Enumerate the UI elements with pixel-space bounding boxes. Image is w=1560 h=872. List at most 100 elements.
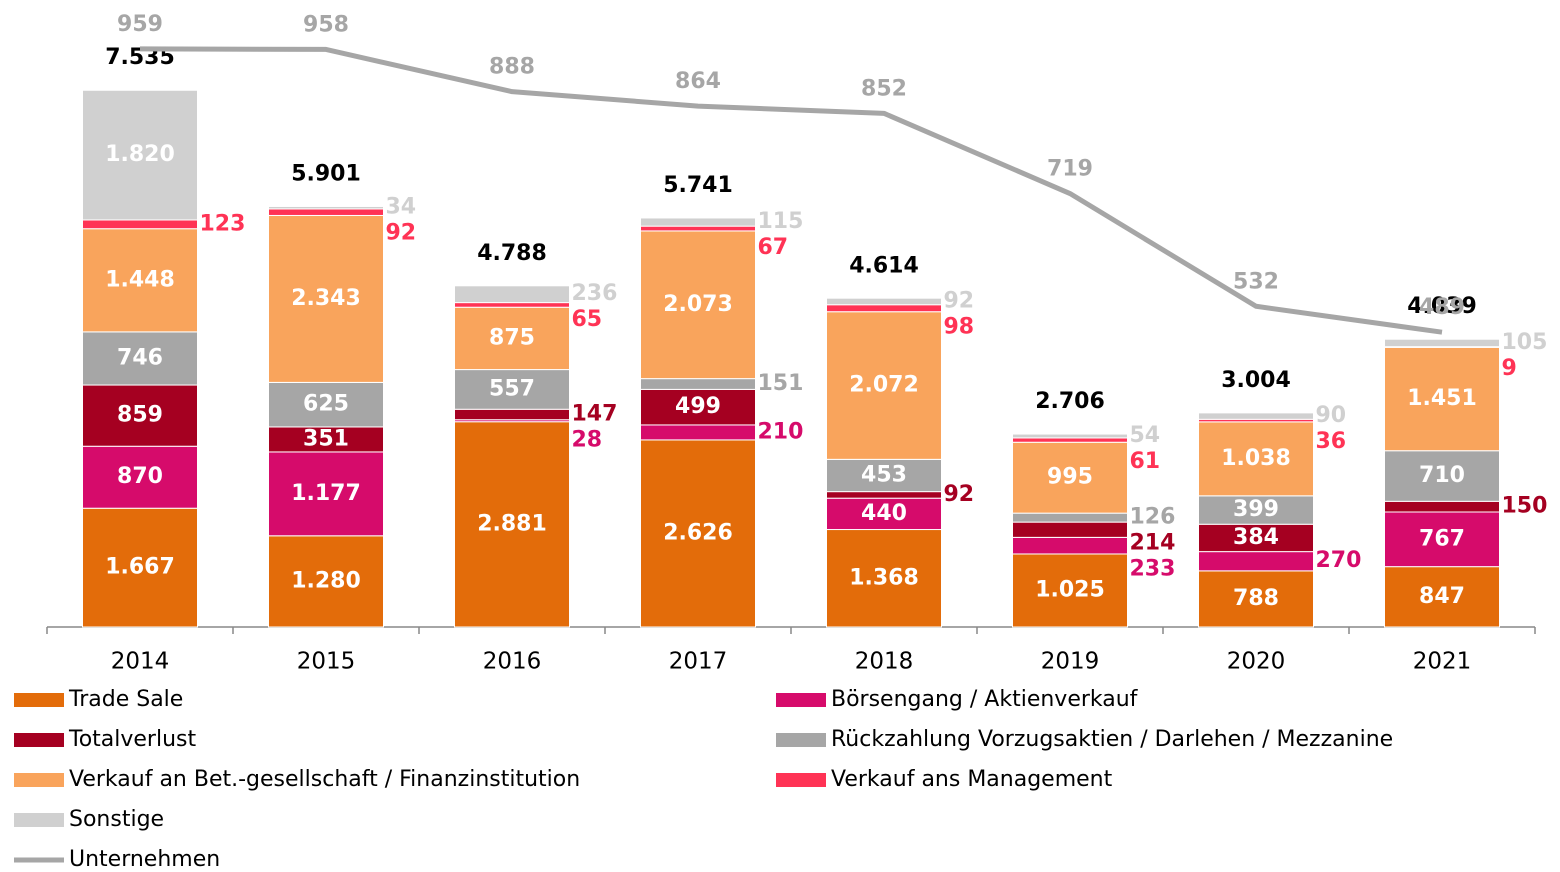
- value-label: 2.881: [477, 511, 547, 536]
- value-label: 1.368: [849, 565, 919, 590]
- bar-segment: [1198, 412, 1314, 420]
- bar-segment: [640, 424, 756, 441]
- value-label: 92: [944, 288, 975, 313]
- x-tick-label: 2014: [111, 649, 170, 675]
- value-label: 499: [675, 394, 721, 419]
- bar-segment: [454, 306, 570, 371]
- line: [139, 46, 1443, 335]
- value-label: 453: [861, 462, 907, 487]
- bar-segment: [826, 297, 942, 306]
- value-label: 126: [1130, 505, 1176, 530]
- legend-swatch: [14, 773, 64, 787]
- value-label: 54: [1130, 423, 1161, 448]
- value-label: 150: [1502, 494, 1548, 519]
- legend-label: Verkauf ans Management: [831, 767, 1113, 792]
- line-label: 719: [1047, 157, 1093, 182]
- value-label: 557: [489, 376, 535, 401]
- value-label: 384: [1233, 525, 1279, 550]
- value-label: 65: [572, 307, 603, 332]
- value-label: 92: [386, 221, 417, 246]
- bar-segment: [1012, 437, 1128, 443]
- bar-segment: [82, 331, 198, 386]
- bar-segment: [826, 491, 942, 499]
- bar-segment: [454, 302, 570, 308]
- bar-segment: [1384, 450, 1500, 502]
- value-label: 1.177: [291, 481, 361, 506]
- x-tick-label: 2015: [297, 649, 356, 675]
- bar-segment: [1012, 441, 1128, 514]
- bar-segment: [1384, 346, 1500, 452]
- value-label: 151: [758, 371, 804, 396]
- total-label: 4.788: [477, 241, 547, 266]
- value-label: 2.072: [849, 373, 919, 398]
- line-label: 958: [303, 12, 349, 37]
- bar-segment: [826, 497, 942, 531]
- bar-segment: [1198, 551, 1314, 572]
- value-label: 9: [1502, 356, 1517, 381]
- value-label: 995: [1047, 465, 1093, 490]
- bar-segment: [82, 89, 198, 221]
- value-label: 399: [1233, 497, 1279, 522]
- value-label: 1.451: [1407, 386, 1477, 411]
- legend-swatch: [14, 733, 64, 747]
- bar-segment: [82, 384, 198, 447]
- value-label: 2.343: [291, 286, 361, 311]
- value-label: 61: [1130, 449, 1161, 474]
- bar-segment: [640, 378, 756, 390]
- bar-segment: [640, 439, 756, 628]
- value-label: 1.667: [105, 555, 175, 580]
- x-tick-label: 2020: [1227, 649, 1286, 675]
- legend-swatch: [14, 693, 64, 707]
- value-label: 98: [944, 314, 975, 339]
- value-label: 233: [1130, 557, 1176, 582]
- bar-segment: [82, 228, 198, 333]
- total-label: 3.004: [1221, 368, 1291, 393]
- bar-segment: [1198, 570, 1314, 628]
- bar-segment: [268, 426, 384, 453]
- legend-label: Börsengang / Aktienverkauf: [831, 687, 1139, 712]
- line-label: 532: [1233, 269, 1279, 294]
- bar-segment: [640, 225, 756, 232]
- total-label: 2.706: [1035, 389, 1105, 414]
- total-label: 5.901: [291, 162, 361, 187]
- x-tick-label: 2018: [855, 649, 914, 675]
- bar-segment: [82, 445, 198, 509]
- value-label: 746: [117, 345, 163, 370]
- total-label: 4.614: [849, 253, 919, 278]
- bar-segment: [1198, 495, 1314, 525]
- bar-segment: [1012, 433, 1128, 439]
- value-label: 1.280: [291, 568, 361, 593]
- bar-segment: [640, 217, 756, 227]
- x-tick-label: 2021: [1413, 649, 1472, 675]
- value-label: 105: [1502, 330, 1548, 355]
- bar-segment: [640, 230, 756, 380]
- bar-segment: [268, 535, 384, 628]
- value-label: 351: [303, 426, 349, 451]
- bar-segment: [454, 408, 570, 421]
- bar-segment: [268, 208, 384, 216]
- legend-label: Verkauf an Bet.-gesellschaft / Finanzins…: [69, 767, 580, 792]
- legend-label: Sonstige: [69, 807, 164, 832]
- line-label: 489: [1419, 295, 1465, 320]
- bar-segment: [826, 458, 942, 493]
- value-label: 788: [1233, 586, 1279, 611]
- value-label: 28: [572, 427, 603, 452]
- legend-label: Unternehmen: [69, 847, 220, 872]
- legend-swatch: [776, 733, 826, 747]
- legend-swatch: [776, 693, 826, 707]
- bar-segment: [268, 381, 384, 428]
- value-label: 90: [1316, 403, 1347, 428]
- bar-segment: [268, 205, 384, 210]
- value-label: 625: [303, 392, 349, 417]
- legend-label: Rückzahlung Vorzugsaktien / Darlehen / M…: [831, 727, 1393, 752]
- value-label: 236: [572, 281, 618, 306]
- bar-segment: [1012, 521, 1128, 538]
- bar-segment: [454, 285, 570, 304]
- x-tick-label: 2019: [1041, 649, 1100, 675]
- value-label: 1.025: [1035, 577, 1105, 602]
- value-label: 767: [1419, 526, 1465, 551]
- bar-segment: [1012, 512, 1128, 523]
- legend-swatch: [776, 773, 826, 787]
- value-label: 440: [861, 501, 907, 526]
